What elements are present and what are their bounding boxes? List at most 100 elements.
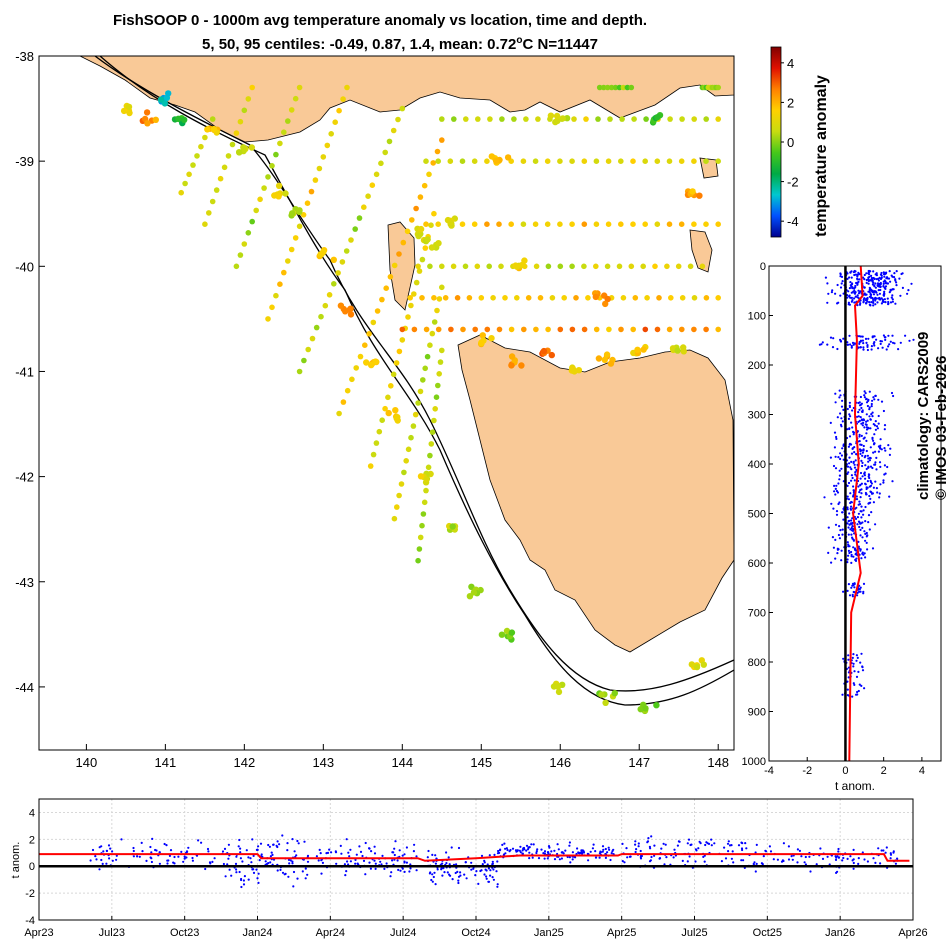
depth-point [867,457,870,460]
timeseries-point [221,850,225,853]
timeseries-point [637,842,640,845]
map-track-point [429,429,436,436]
depth-point [851,656,854,660]
timeseries-point [138,855,141,858]
timeseries-point [621,860,624,863]
timeseries-point [228,868,231,871]
depth-point [897,348,900,351]
timeseries-point [235,868,238,871]
timeseries-point [434,854,437,857]
timeseries-point [297,842,300,845]
depth-ytick-label: 900 [748,707,766,719]
depth-ytick-label: 100 [748,311,766,323]
depth-point [870,405,873,408]
depth-point [858,419,862,422]
timeseries-point [710,844,713,847]
timeseries-point [731,850,734,853]
depth-point [871,280,874,283]
depth-point [858,683,861,686]
timeseries-point [275,844,278,847]
depth-point [833,431,837,434]
timeseries-point [487,880,491,883]
timeseries-point [242,879,245,882]
depth-point [856,278,859,281]
map-track-point [472,326,479,333]
depth-point [846,561,849,564]
timeseries-point [368,861,371,864]
timeseries-point [269,861,272,864]
timeseries-point [519,845,522,848]
timeseries-point [415,855,418,858]
depth-point [901,286,905,289]
depth-point [862,582,866,586]
timeseries-point [582,851,586,854]
timeseries-point [558,858,562,861]
depth-point [858,503,862,506]
depth-point [833,490,836,493]
timeseries-point [325,852,328,855]
timeseries-point [108,857,111,860]
depth-point [887,302,890,305]
depth-point [836,552,839,555]
map-track-point [353,365,360,371]
depth-point [872,342,875,345]
timeseries-point [664,843,667,846]
timeseries-point [456,870,459,874]
map-data-point [601,356,608,363]
depth-point [846,688,849,691]
map-ytick-label: -43 [15,575,34,590]
timeseries-point [443,871,446,874]
map-track-point [312,177,319,183]
map-data-point [417,473,425,480]
timeseries-point [368,847,371,850]
map-track-point [462,263,469,270]
depth-point [853,463,856,466]
timeseries-point [741,842,744,845]
depth-point [852,653,855,656]
map-track-point [424,353,431,360]
map-track-point [281,129,287,135]
timeseries-point [780,860,784,863]
map-track-point [675,263,682,270]
timeseries-point [496,860,499,863]
timeseries-point [109,847,112,850]
timeseries-point [611,850,614,853]
timeseries-point [681,859,684,863]
map-xtick-label: 143 [312,755,334,770]
timeseries-point [293,850,296,853]
depth-point [836,491,840,494]
map-track-point [678,221,685,227]
map-data-point [680,344,687,351]
depth-point [847,654,850,657]
timeseries-point [240,885,243,889]
timeseries-point [702,855,705,859]
depth-point [847,498,851,501]
timeseries-point [213,857,216,860]
map-track-point [313,324,320,331]
map-track-point [237,252,244,258]
depth-point [870,288,873,292]
depth-point [847,301,851,304]
depth-point [891,288,894,291]
depth-point [886,282,890,285]
map-track-point [605,221,612,227]
depth-point [886,465,889,469]
timeseries-point [91,848,95,852]
map-track-point [644,295,650,301]
depth-point [867,460,870,463]
depth-point [898,277,901,280]
depth-point [847,481,851,485]
depth-point [830,291,834,294]
map-track-point [415,400,421,406]
map-track-point [408,434,414,441]
map-data-point [144,120,151,127]
map-data-point [688,661,695,668]
map-track-point [666,326,673,333]
depth-point [853,479,856,482]
depth-point [837,456,840,459]
map-track-point [340,96,346,102]
map-track-point [571,116,577,122]
depth-point [888,343,891,346]
depth-point [879,447,882,450]
